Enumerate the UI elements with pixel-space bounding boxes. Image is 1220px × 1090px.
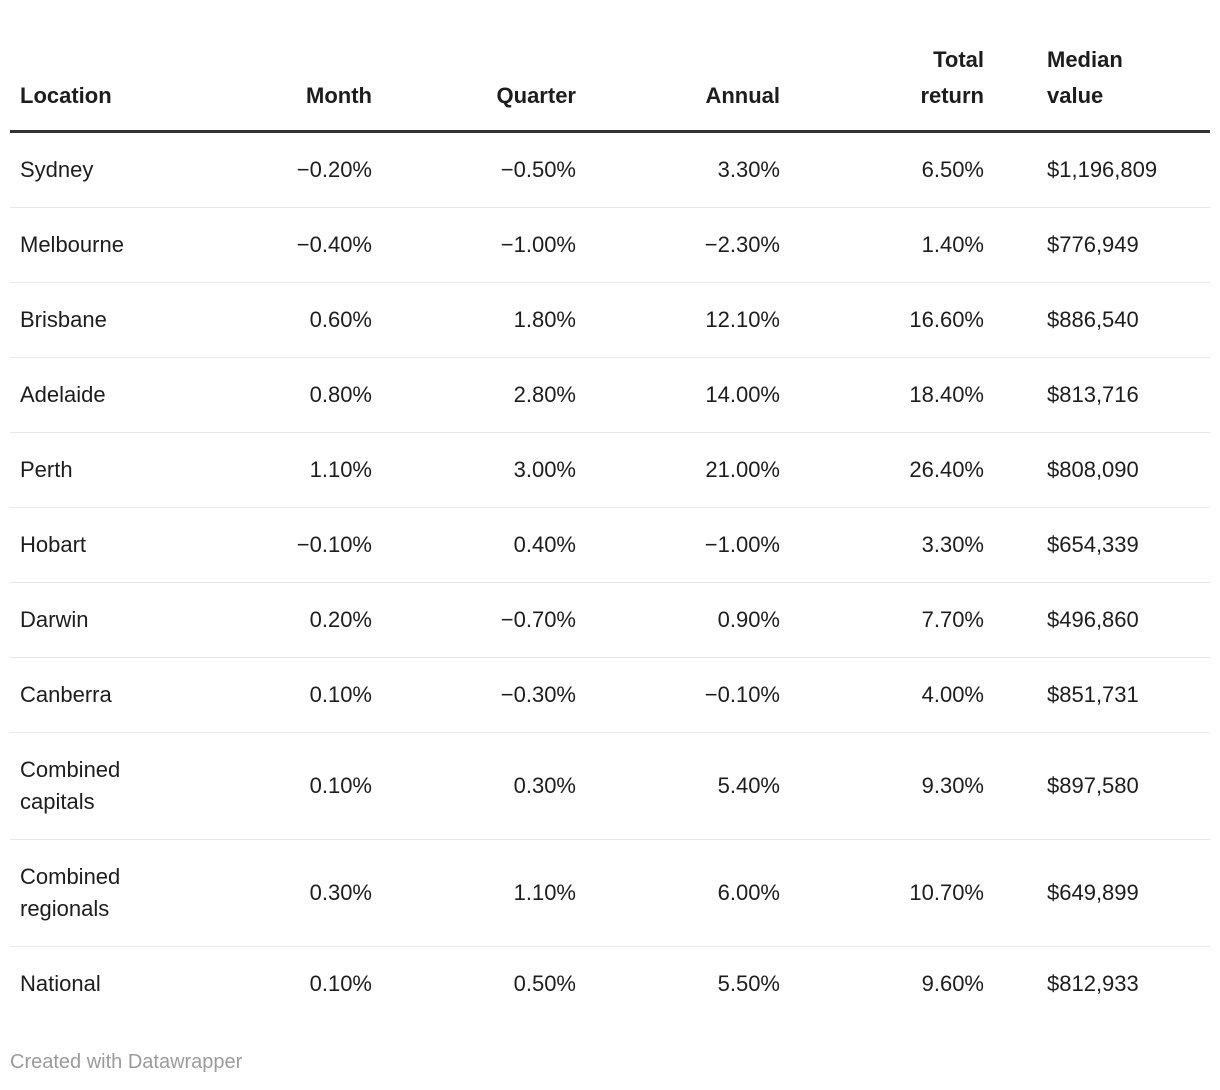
cell-month: 0.30% (309, 880, 372, 905)
cell-total_return: 4.00% (921, 682, 984, 707)
cell-median_value: $496,860 (1047, 607, 1139, 632)
cell-location: Combined capitals (20, 757, 121, 814)
column-header-label: Annual (705, 83, 780, 108)
cell-total_return: 1.40% (921, 232, 984, 257)
cell-annual: 0.90% (717, 607, 780, 632)
cell-total_return: 9.60% (921, 971, 984, 996)
column-header-total_return: Total return (790, 0, 994, 133)
column-header-label: Total return (920, 47, 984, 108)
cell-annual: −1.00% (704, 532, 780, 557)
cell-quarter: −0.70% (500, 607, 576, 632)
cell-median_value: $886,540 (1047, 307, 1139, 332)
cell-total_return: 18.40% (909, 382, 984, 407)
cell-quarter: −0.50% (500, 157, 576, 182)
cell-annual: 21.00% (705, 457, 780, 482)
table-header-row: Location Month Quarter Annual Total return Me… (10, 0, 1210, 133)
cell-month: −0.20% (296, 157, 372, 182)
table-row: Adelaide 0.80% 2.80% 14.00% 18.40% $813,716 (10, 358, 1210, 433)
table-row: Darwin 0.20% −0.70% 0.90% 7.70% $496,860 (10, 583, 1210, 658)
table-row: Hobart −0.10% 0.40% −1.00% 3.30% $654,339 (10, 508, 1210, 583)
cell-annual: 5.50% (717, 971, 780, 996)
cell-total_return: 3.30% (921, 532, 984, 557)
table-row: Sydney −0.20% −0.50% 3.30% 6.50% $1,196,809 (10, 132, 1210, 208)
cell-total_return: 16.60% (909, 307, 984, 332)
cell-location: National (20, 971, 101, 996)
column-header-median_value: Median value (994, 0, 1210, 133)
cell-median_value: $776,949 (1047, 232, 1139, 257)
cell-location: Combined regionals (20, 864, 121, 921)
cell-month: −0.10% (296, 532, 372, 557)
table-row: National 0.10% 0.50% 5.50% 9.60% $812,933 (10, 947, 1210, 1022)
cell-annual: 6.00% (717, 880, 780, 905)
cell-quarter: 1.10% (513, 880, 576, 905)
cell-annual: 14.00% (705, 382, 780, 407)
cell-location: Hobart (20, 532, 87, 557)
table-body: Sydney −0.20% −0.50% 3.30% 6.50% $1,196,809 Me… (10, 132, 1210, 1022)
cell-annual: 5.40% (717, 773, 780, 798)
column-header-quarter: Quarter (382, 0, 586, 133)
cell-month: −0.40% (296, 232, 372, 257)
cell-total_return: 10.70% (909, 880, 984, 905)
cell-month: 0.20% (309, 607, 372, 632)
column-header-label: Median value (1047, 47, 1123, 108)
cell-month: 0.10% (309, 971, 372, 996)
cell-median_value: $897,580 (1047, 773, 1139, 798)
cell-month: 1.10% (309, 457, 372, 482)
cell-median_value: $808,090 (1047, 457, 1139, 482)
cell-month: 0.10% (309, 773, 372, 798)
cell-location: Melbourne (20, 232, 124, 257)
cell-total_return: 6.50% (921, 157, 984, 182)
data-table: Location Month Quarter Annual Total return Me… (10, 0, 1210, 1021)
cell-annual: −0.10% (704, 682, 780, 707)
cell-median_value: $812,933 (1047, 971, 1139, 996)
cell-median_value: $813,716 (1047, 382, 1139, 407)
table-row: Brisbane 0.60% 1.80% 12.10% 16.60% $886,540 (10, 283, 1210, 358)
cell-median_value: $1,196,809 (1047, 157, 1158, 182)
column-header-label: Location (20, 83, 112, 108)
cell-month: 0.10% (309, 682, 372, 707)
cell-total_return: 9.30% (921, 773, 984, 798)
cell-quarter: 1.80% (513, 307, 576, 332)
attribution-text: Created with Datawrapper (10, 1051, 243, 1073)
table-row: Melbourne −0.40% −1.00% −2.30% 1.40% $776,949 (10, 208, 1210, 283)
column-header-month: Month (178, 0, 382, 133)
cell-month: 0.80% (309, 382, 372, 407)
cell-location: Adelaide (20, 382, 106, 407)
cell-median_value: $851,731 (1047, 682, 1139, 707)
cell-month: 0.60% (309, 307, 372, 332)
cell-total_return: 7.70% (921, 607, 984, 632)
cell-annual: −2.30% (704, 232, 780, 257)
cell-quarter: 0.50% (513, 971, 576, 996)
cell-annual: 3.30% (717, 157, 780, 182)
cell-quarter: 2.80% (513, 382, 576, 407)
cell-quarter: 0.40% (513, 532, 576, 557)
column-header-location: Location (10, 0, 178, 133)
cell-location: Brisbane (20, 307, 107, 332)
column-header-label: Month (306, 83, 372, 108)
table-row: Combined regionals 0.30% 1.10% 6.00% 10.70% $… (10, 840, 1210, 947)
cell-median_value: $654,339 (1047, 532, 1139, 557)
cell-total_return: 26.40% (909, 457, 984, 482)
cell-location: Perth (20, 457, 73, 482)
column-header-annual: Annual (586, 0, 790, 133)
cell-location: Canberra (20, 682, 112, 707)
cell-quarter: 0.30% (513, 773, 576, 798)
table-row: Combined capitals 0.10% 0.30% 5.40% 9.30% $89… (10, 733, 1210, 840)
cell-median_value: $649,899 (1047, 880, 1139, 905)
cell-location: Sydney (20, 157, 94, 182)
cell-quarter: 3.00% (513, 457, 576, 482)
cell-annual: 12.10% (705, 307, 780, 332)
cell-quarter: −0.30% (500, 682, 576, 707)
cell-quarter: −1.00% (500, 232, 576, 257)
table-row: Perth 1.10% 3.00% 21.00% 26.40% $808,090 (10, 433, 1210, 508)
cell-location: Darwin (20, 607, 89, 632)
column-header-label: Quarter (496, 83, 576, 108)
table-row: Canberra 0.10% −0.30% −0.10% 4.00% $851,731 (10, 658, 1210, 733)
